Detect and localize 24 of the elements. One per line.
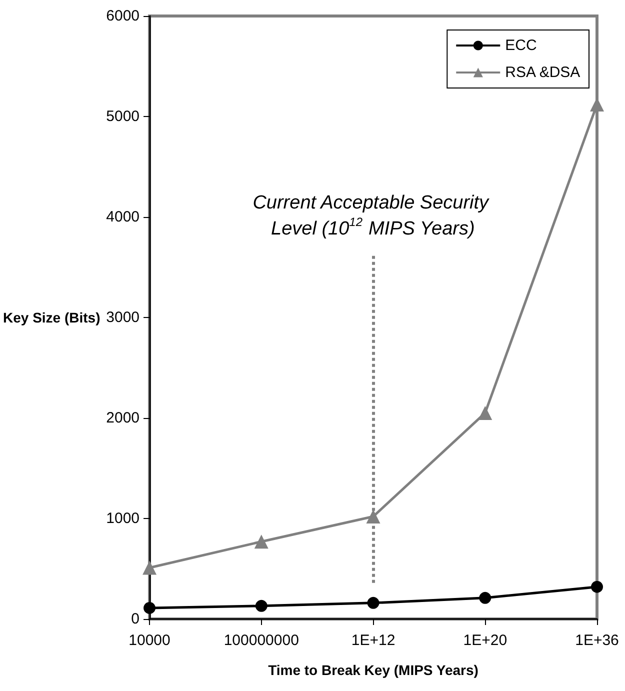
- x-tick-label: 100000000: [224, 632, 299, 649]
- legend-label: ECC: [505, 37, 537, 54]
- y-tick-label: 5000: [106, 108, 140, 125]
- point: [591, 580, 603, 593]
- y-tick-label: 0: [131, 610, 140, 628]
- point: [255, 600, 268, 612]
- x-tick-label: 1E+36: [575, 632, 619, 649]
- point: [367, 596, 380, 609]
- x-tick-label: 1E+20: [463, 632, 508, 649]
- legend-label: RSA &DSA: [505, 64, 580, 81]
- x-tick-label: 1E+12: [351, 632, 396, 649]
- y-tick-label: 2000: [106, 410, 140, 426]
- point: [478, 406, 492, 420]
- y-tick-label: 1000: [106, 510, 140, 527]
- y-tick-label: 6000: [106, 8, 140, 24]
- point: [254, 534, 268, 549]
- y-axis-title: Key Size (Bits): [3, 310, 100, 326]
- x-axis-title: Time to Break Key (MIPS Years): [268, 662, 478, 678]
- y-tick-label: 3000: [106, 309, 140, 326]
- x-tick-label: 10000: [128, 632, 170, 649]
- point: [479, 592, 492, 604]
- point: [144, 602, 156, 614]
- y-tick-label: 4000: [106, 208, 140, 226]
- point: [142, 560, 157, 575]
